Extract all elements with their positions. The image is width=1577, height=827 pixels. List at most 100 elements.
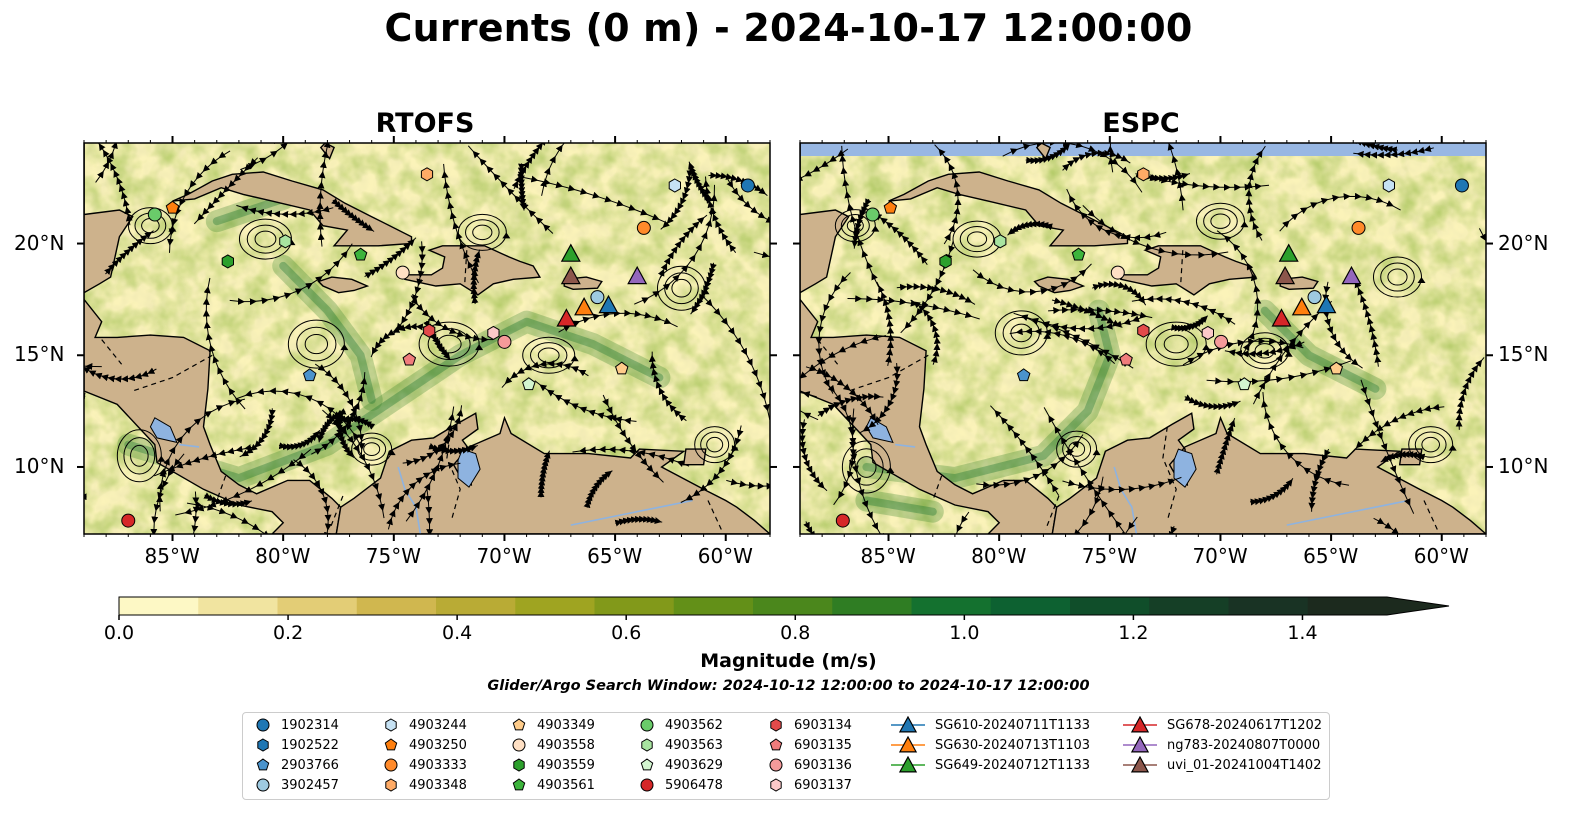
eddy-streamline — [959, 225, 995, 253]
eddy-streamline — [846, 218, 864, 233]
obs-4903348 — [420, 167, 434, 182]
legend-marker — [770, 778, 782, 792]
streamline — [680, 425, 744, 503]
lon-tick-label: 80°W — [971, 544, 1027, 568]
streamline — [876, 281, 895, 366]
streamline — [803, 521, 850, 534]
triangle-marker-icon — [1123, 736, 1157, 753]
streamline — [1380, 450, 1426, 463]
eddy-streamline — [700, 431, 730, 458]
streamline — [316, 143, 333, 247]
obs-4903559 — [221, 254, 234, 269]
obs-4903333 — [636, 220, 651, 235]
legend-label: SG678-20240617T1202 — [1167, 717, 1323, 733]
hexagon-marker-icon — [513, 758, 525, 772]
streamline — [817, 392, 884, 418]
obs-4903333 — [1351, 220, 1366, 235]
legend-label: SG630-20240713T1103 — [935, 737, 1091, 753]
eddy-arrow — [340, 344, 349, 351]
eddy-arrow — [475, 344, 484, 351]
eddy-streamline — [427, 328, 471, 360]
colorbar — [118, 596, 1450, 620]
streamline — [331, 198, 375, 232]
colorbar-segment — [594, 597, 675, 615]
obs-6903134 — [1137, 323, 1150, 338]
obs-4903244 — [1382, 178, 1395, 193]
legend-marker — [257, 738, 269, 752]
streamline — [1002, 143, 1143, 193]
eddy-arrow — [157, 455, 166, 462]
legend-label: 4903349 — [537, 717, 595, 733]
legend-item: 4903333 — [383, 755, 467, 775]
legend-item: 6903136 — [768, 755, 852, 775]
eddy-streamline — [357, 437, 387, 461]
eddy-arrow — [701, 288, 710, 295]
streamline — [972, 263, 1092, 296]
observation-markers — [835, 167, 1469, 528]
streamline — [84, 493, 87, 509]
eddy-streamline — [1210, 213, 1231, 229]
legend-marker — [384, 738, 398, 751]
streamline — [229, 243, 353, 306]
streamline — [1007, 220, 1053, 236]
eddy-arrow — [1092, 449, 1101, 456]
obs-4903629 — [1237, 377, 1252, 391]
legend-item: 5906478 — [639, 775, 723, 795]
colorbar-segment — [1307, 597, 1388, 615]
lat-tick-label: 20°N — [14, 230, 65, 255]
colorbar-label: Magnitude (m/s) — [700, 650, 877, 672]
eddy-arrow — [871, 225, 880, 232]
legend-label: 4903333 — [409, 757, 467, 773]
lat-tick-label: 10°N — [1498, 453, 1549, 478]
border — [932, 475, 943, 501]
eddy-streamline — [1154, 328, 1198, 360]
legend-marker — [641, 738, 653, 752]
triangle-marker-icon — [1123, 716, 1157, 733]
lat-tick-label: 20°N — [1498, 230, 1549, 255]
legend-item: 4903563 — [639, 735, 723, 755]
legend-marker — [1130, 736, 1150, 753]
streamline — [1131, 295, 1236, 325]
legend-item: uvi_01-20241004T1402 — [1123, 755, 1321, 775]
obs-SG610-20240711T1133 — [1316, 294, 1337, 314]
legend-label: uvi_01-20241004T1402 — [1167, 757, 1322, 773]
streamline — [1048, 306, 1153, 319]
pentagon-marker-icon — [640, 758, 654, 771]
streamline — [501, 360, 589, 388]
obs-4903561 — [1071, 247, 1086, 261]
streamline — [1206, 360, 1352, 386]
eddy-arrow — [1240, 221, 1249, 228]
pentagon-marker-icon — [384, 738, 398, 751]
streamline — [1245, 145, 1266, 241]
legend-marker — [513, 758, 525, 772]
hexagon-marker-icon — [385, 718, 397, 732]
eddy-streamline — [834, 209, 876, 243]
circle-marker-icon — [384, 758, 398, 772]
obs-6903137 — [487, 325, 500, 340]
streamline — [934, 144, 962, 245]
eddy-arrow — [1043, 332, 1052, 339]
obs-4903562 — [147, 207, 162, 222]
colorbar-segment — [198, 597, 278, 615]
circle-marker-icon — [640, 718, 654, 732]
legend-marker — [256, 758, 270, 771]
river — [570, 499, 693, 526]
streamline — [537, 450, 551, 498]
obs-4903558 — [1110, 265, 1125, 280]
pentagon-marker-icon — [512, 778, 526, 791]
colorbar-segment — [753, 597, 833, 615]
lat-tick-label: 10°N — [14, 453, 65, 478]
legend-item: 4903244 — [383, 715, 467, 735]
lon-tick-label: 70°W — [476, 544, 532, 568]
obs-4903348 — [1137, 167, 1150, 182]
eddy-streamline — [363, 442, 381, 456]
obs-1902314 — [1454, 178, 1469, 193]
legend-item: 4903558 — [511, 735, 595, 755]
legend-item: SG610-20240711T1133 — [891, 715, 1090, 735]
streamline — [1082, 205, 1229, 259]
eddy-arrow — [570, 355, 579, 362]
map-panel-espc — [793, 136, 1493, 541]
streamline — [150, 453, 185, 534]
streamline — [240, 143, 335, 171]
obs-4903629 — [522, 377, 536, 391]
